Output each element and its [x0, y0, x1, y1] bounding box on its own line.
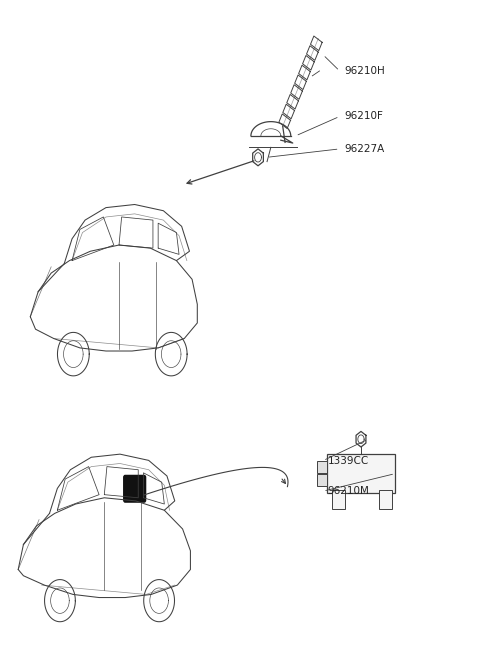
Text: 96210M: 96210M: [328, 486, 370, 496]
Text: 96210F: 96210F: [344, 111, 383, 121]
Text: 1339CC: 1339CC: [328, 456, 369, 466]
FancyBboxPatch shape: [332, 490, 345, 510]
FancyBboxPatch shape: [327, 454, 395, 493]
FancyBboxPatch shape: [124, 476, 145, 502]
Text: 96210H: 96210H: [344, 66, 385, 76]
FancyBboxPatch shape: [317, 474, 327, 486]
FancyBboxPatch shape: [317, 461, 327, 473]
FancyBboxPatch shape: [380, 490, 392, 510]
Text: 96227A: 96227A: [344, 144, 384, 154]
